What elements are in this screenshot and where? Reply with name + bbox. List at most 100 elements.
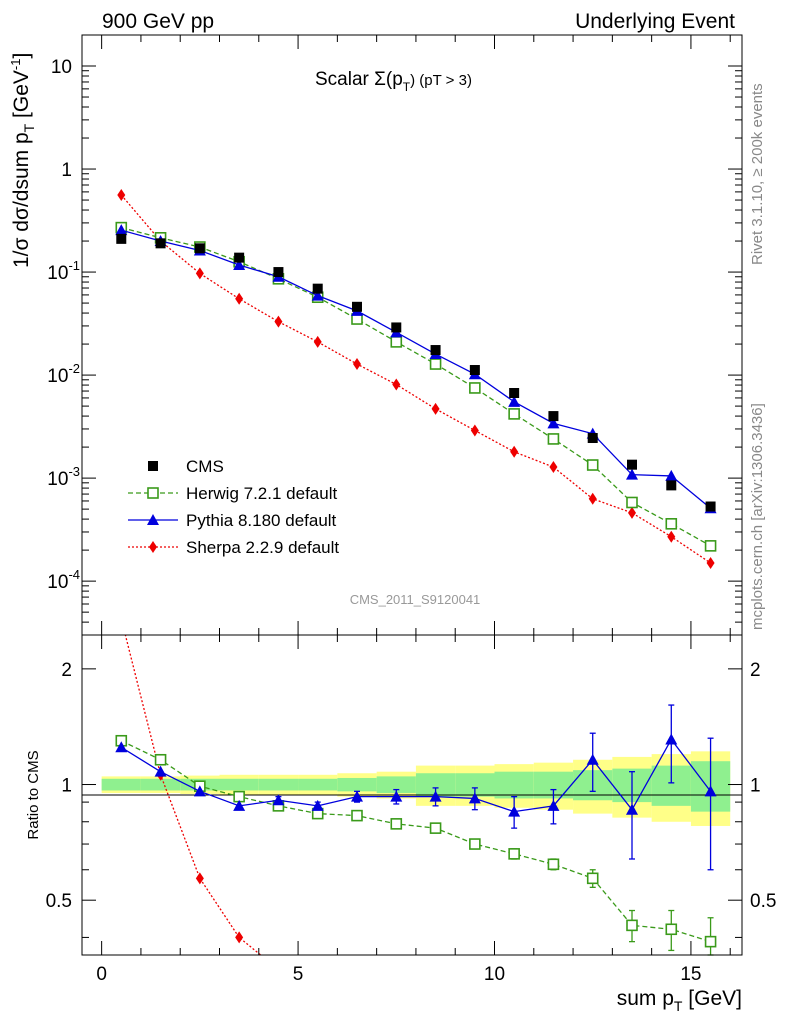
- main-ylabel-a: 1/σ dσ/dsum p: [10, 132, 33, 268]
- pythia-marker: [626, 468, 638, 480]
- cms-marker: [666, 480, 677, 491]
- cms-marker: [705, 501, 716, 512]
- pythia-marker: [311, 799, 324, 811]
- herwig-marker: [508, 408, 520, 420]
- main-series: [115, 188, 717, 569]
- sherpa-marker: [195, 872, 204, 885]
- herwig-marker: [390, 818, 403, 830]
- sherpa-marker: [588, 492, 597, 505]
- cms-marker: [116, 233, 127, 244]
- pythia-marker: [665, 469, 678, 481]
- ratio-y-axis-label: Ratio to CMS: [25, 750, 42, 839]
- header-left: 900 GeV pp: [102, 10, 214, 33]
- pythia-marker: [351, 790, 363, 802]
- sherpa-marker: [549, 461, 558, 474]
- cms-marker: [312, 283, 323, 294]
- pythia-marker: [468, 792, 481, 804]
- cms-marker: [155, 238, 166, 249]
- herwig-marker: [154, 753, 167, 766]
- sherpa-marker: [706, 556, 715, 569]
- pythia-marker: [547, 799, 560, 811]
- cms-marker: [234, 252, 245, 263]
- cms-marker: [352, 301, 362, 312]
- herwig-marker: [390, 336, 403, 348]
- herwig-marker: [665, 518, 678, 530]
- sherpa-marker: [431, 402, 440, 415]
- herwig-marker: [626, 496, 638, 509]
- legend-label: Herwig 7.2.1 default: [186, 484, 337, 503]
- xlabel-b: [GeV]: [682, 987, 742, 1010]
- ratio-frame: [81, 634, 743, 956]
- pythia-marker: [147, 514, 159, 525]
- series-line: [121, 226, 711, 547]
- x-tick-label: 5: [293, 964, 304, 985]
- main-title-sub: T: [403, 80, 411, 94]
- main-ylabel-sup: -1: [8, 59, 23, 71]
- band-inner: [140, 778, 181, 791]
- band-inner: [337, 777, 377, 792]
- cms-marker: [148, 461, 158, 471]
- source-label: mcplots.cern.ch [arXiv:1306.3436]: [749, 403, 766, 630]
- herwig-marker: [147, 487, 159, 499]
- pythia-marker: [154, 765, 167, 777]
- main-title-text: Scalar Σ(p: [315, 69, 403, 90]
- pythia-marker: [508, 395, 521, 407]
- main-y-tick-label: 10-2: [47, 361, 80, 387]
- sherpa-marker: [195, 267, 204, 280]
- band-inner: [376, 776, 416, 794]
- x-tick-label: 10: [484, 964, 505, 985]
- header-right: Underlying Event: [575, 10, 735, 33]
- xlabel-a: sum p: [617, 987, 674, 1010]
- cms-marker: [469, 365, 480, 376]
- pythia-marker: [665, 733, 678, 745]
- pythia-marker: [272, 794, 285, 806]
- herwig-marker: [508, 848, 520, 860]
- main-ylabel-b: [GeV: [10, 70, 33, 124]
- ratio-y-tick-label-right: 2: [750, 660, 761, 681]
- pythia-marker: [193, 785, 206, 797]
- band-inner: [415, 773, 456, 797]
- band-inner: [494, 771, 534, 799]
- herwig-marker: [547, 858, 560, 871]
- sherpa-marker: [149, 541, 157, 553]
- legend-label: CMS: [186, 457, 224, 476]
- sherpa-marker: [353, 358, 361, 371]
- pythia-marker: [508, 805, 521, 817]
- cms-marker: [273, 267, 284, 278]
- herwig-marker: [547, 433, 560, 445]
- main-ylabel-c: ]: [10, 53, 33, 59]
- pythia-marker: [626, 803, 638, 815]
- herwig-marker: [586, 872, 599, 885]
- sherpa-marker: [313, 335, 322, 348]
- ratio-axis-ticks: [82, 635, 742, 955]
- sherpa-marker: [667, 530, 676, 543]
- cms-marker: [627, 459, 637, 470]
- tick-exponent: -2: [68, 361, 80, 376]
- xlabel-sub: T: [674, 998, 683, 1014]
- herwig-marker: [469, 838, 481, 850]
- tick-exponent: -1: [68, 258, 80, 273]
- main-title-tail: ) (pT > 3): [410, 72, 472, 89]
- series-cms: [116, 233, 716, 512]
- pythia-marker: [704, 785, 717, 797]
- ratio-y-tick-label: 1: [61, 776, 72, 797]
- x-tick-label: 0: [96, 964, 107, 985]
- main-watermark: CMS_2011_S9120041: [350, 592, 481, 607]
- cms-marker: [194, 243, 205, 254]
- ratio-line: [120, 738, 712, 813]
- ratio-y-tick-label: 2: [61, 660, 72, 681]
- herwig-marker: [429, 358, 442, 370]
- sherpa-marker: [628, 506, 636, 519]
- pythia-marker: [547, 417, 560, 429]
- main-y-tick-label: 10-4: [47, 567, 80, 593]
- x-axis-label: sum pT [GeV]: [617, 987, 742, 1014]
- sherpa-marker: [470, 424, 479, 437]
- sherpa-marker: [510, 445, 519, 458]
- series-sherpa: [117, 188, 715, 569]
- legend-label: Pythia 8.180 default: [186, 511, 337, 530]
- pythia-marker: [233, 259, 246, 271]
- series-line: [120, 194, 711, 564]
